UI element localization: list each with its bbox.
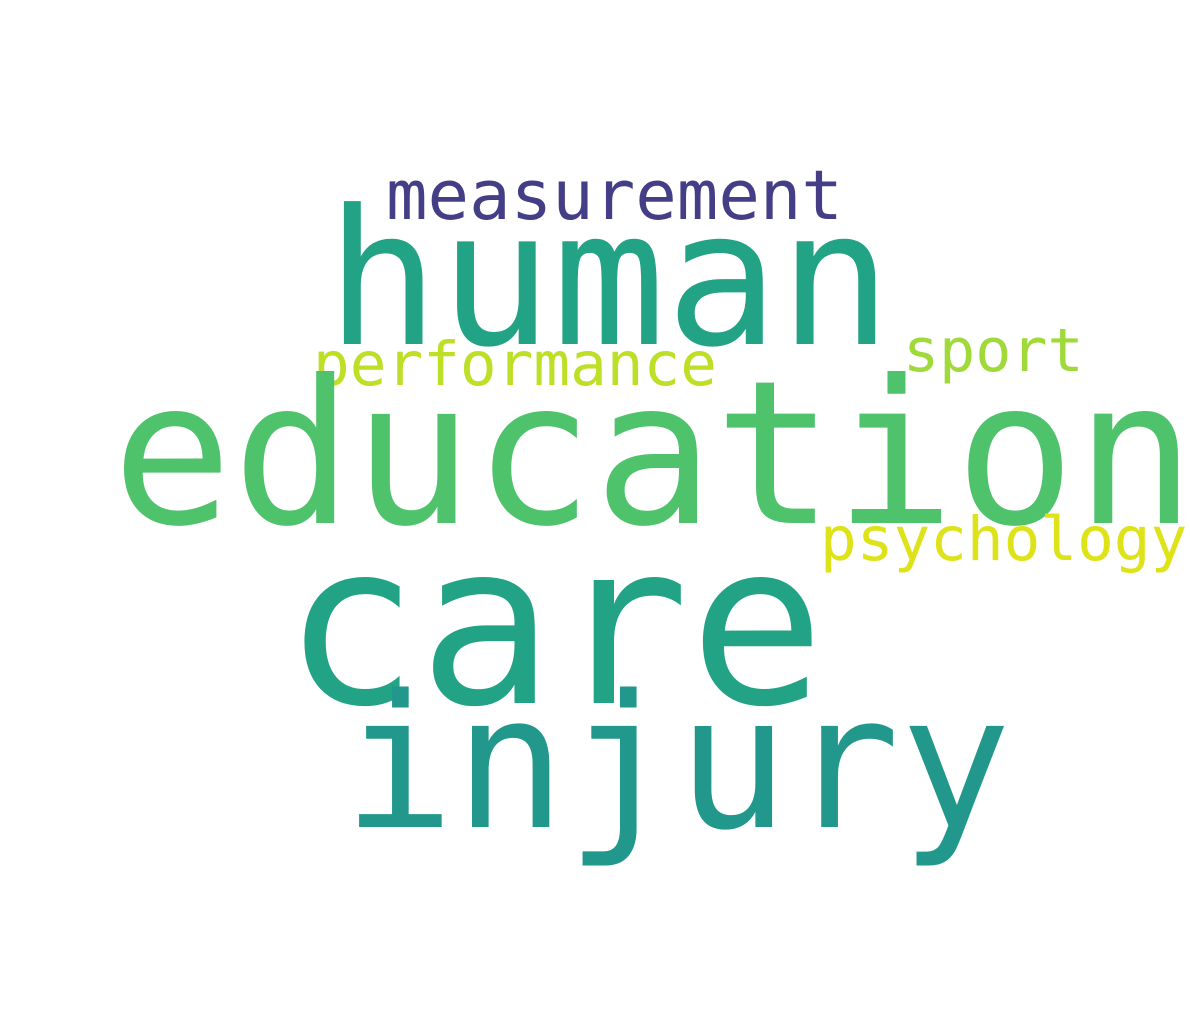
- word-injury: injury: [343, 655, 1012, 871]
- word-human: human: [326, 170, 892, 389]
- word-education: education: [112, 338, 1190, 571]
- word-measurement: measurement: [386, 156, 843, 236]
- word-performance: performance: [313, 329, 717, 400]
- word-sport: sport: [903, 316, 1084, 386]
- word-psychology: psychology: [820, 504, 1188, 575]
- word-care: care: [283, 495, 825, 757]
